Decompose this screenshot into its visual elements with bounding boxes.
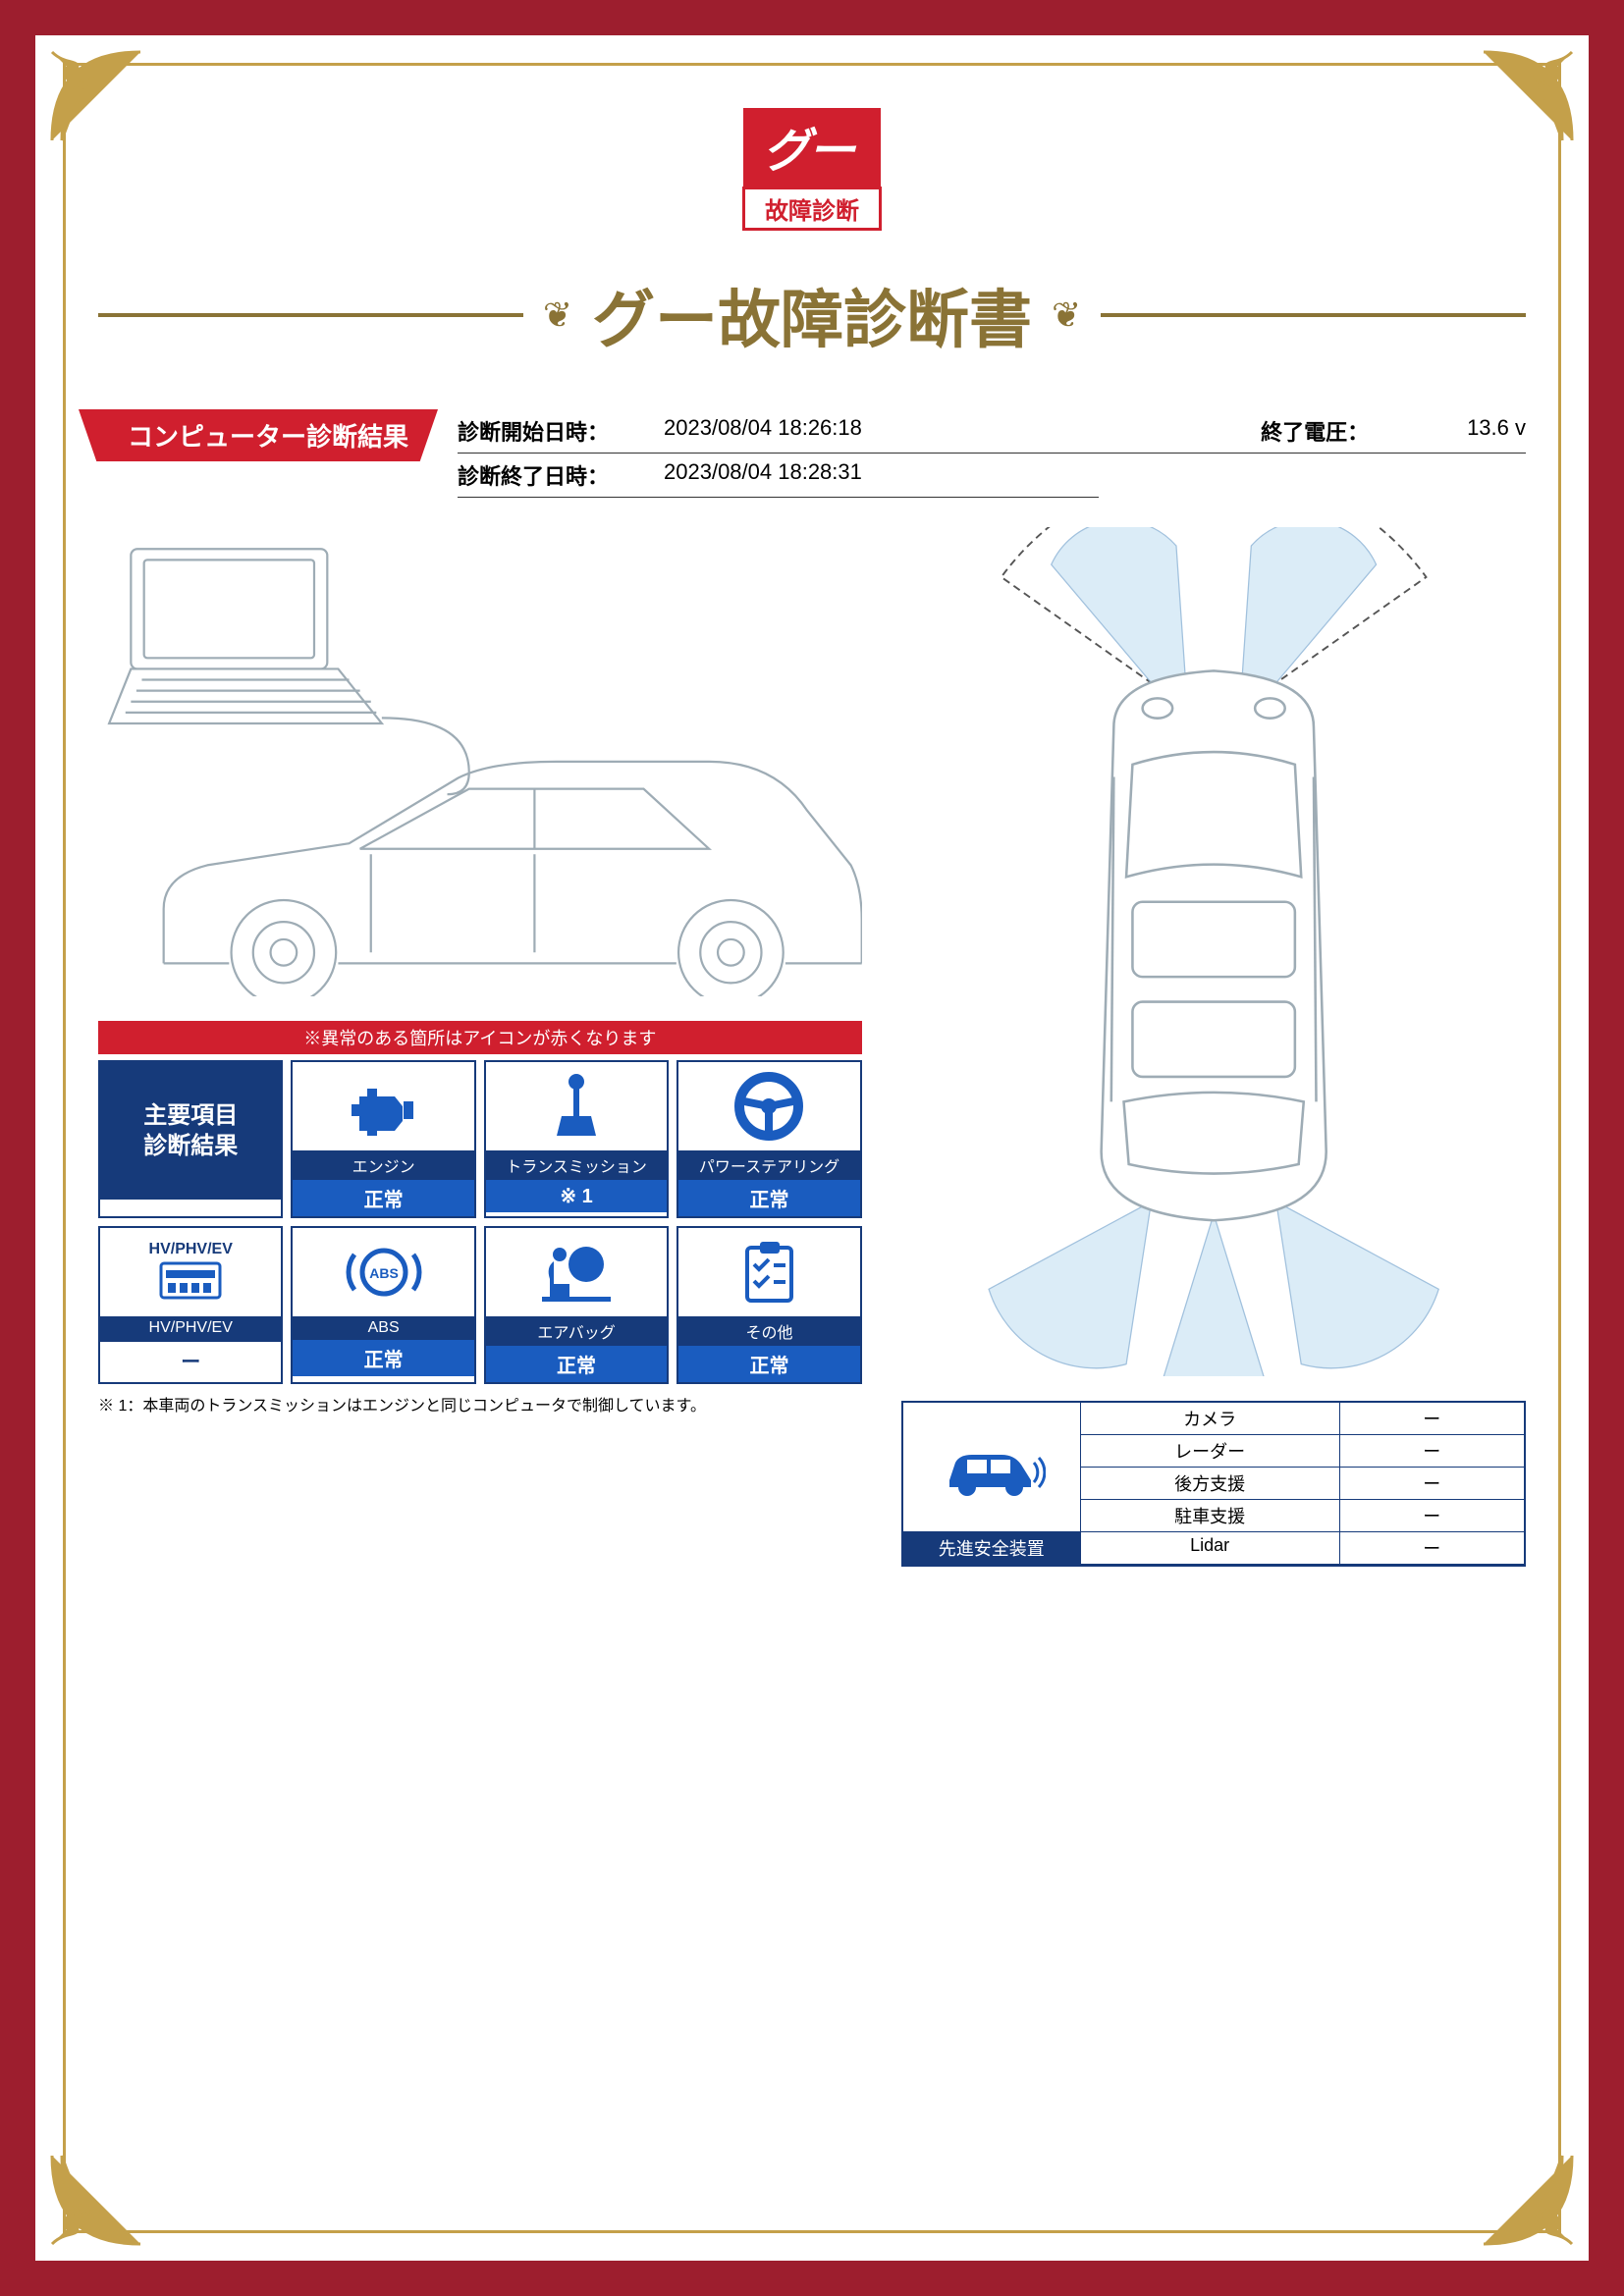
- car-side-icon: [164, 762, 862, 996]
- meta-line-1: 診断開始日時： 2023/08/04 18:26:18 終了電圧： 13.6 v: [458, 409, 1526, 454]
- end-datetime-label: 診断終了日時：: [458, 459, 615, 491]
- transmission-icon: [486, 1062, 667, 1150]
- flourish-left-icon: ❦: [543, 294, 572, 336]
- result-status: 正常: [486, 1346, 667, 1382]
- car-top-icon: [1101, 670, 1326, 1220]
- result-label: トランスミッション: [486, 1150, 667, 1180]
- results-header-line2: 診断結果: [143, 1131, 238, 1161]
- safety-row-name: カメラ: [1080, 1403, 1339, 1435]
- voltage-value: 13.6 v: [1467, 415, 1526, 447]
- title-rule-left: [98, 313, 523, 317]
- start-datetime-label: 診断開始日時：: [458, 415, 615, 447]
- section-tag: コンピューター診断結果: [79, 409, 438, 461]
- car-top-sensor-diagram: [901, 527, 1526, 1376]
- safety-rows: カメラ ー レーダー ー 後方支援 ー 駐車支援 ー Lidar ー: [1080, 1403, 1524, 1565]
- result-status: 正常: [678, 1180, 859, 1216]
- safety-row-name: レーダー: [1080, 1435, 1339, 1468]
- result-label: HV/PHV/EV: [100, 1316, 281, 1340]
- end-datetime-value: 2023/08/04 18:28:31: [664, 459, 862, 491]
- result-card-hv: HV/PHV/EV HV/PHV/EV ー: [98, 1226, 283, 1384]
- result-card-abs: ABS ABS 正常: [291, 1226, 475, 1384]
- svg-text:ABS: ABS: [369, 1265, 399, 1281]
- result-label: その他: [678, 1316, 859, 1346]
- hv-icon: HV/PHV/EV: [100, 1228, 281, 1316]
- result-label: エンジン: [293, 1150, 473, 1180]
- diagram-left: ※異常のある箇所はアイコンが赤くなります 主要項目 診断結果 エンジン: [98, 527, 862, 1567]
- steering-wheel-icon: [678, 1062, 859, 1150]
- clipboard-icon: [678, 1228, 859, 1316]
- result-card-power-steering: パワーステアリング 正常: [677, 1060, 861, 1218]
- result-label: エアバッグ: [486, 1316, 667, 1346]
- logo-brand: グー: [743, 108, 881, 188]
- meta-block: 診断開始日時： 2023/08/04 18:26:18 終了電圧： 13.6 v…: [458, 409, 1526, 498]
- result-status: ※ 1: [486, 1180, 667, 1212]
- results-header-card: 主要項目 診断結果: [98, 1060, 283, 1218]
- safety-table: 先進安全装置 カメラ ー レーダー ー 後方支援 ー 駐車支援 ー Lidar …: [901, 1401, 1526, 1567]
- safety-row-value: ー: [1339, 1468, 1524, 1500]
- result-card-airbag: エアバッグ 正常: [484, 1226, 669, 1384]
- airbag-icon: [486, 1228, 667, 1316]
- safety-row-name: 後方支援: [1080, 1468, 1339, 1500]
- safety-left: 先進安全装置: [903, 1403, 1080, 1565]
- result-card-transmission: トランスミッション ※ 1: [484, 1060, 669, 1218]
- results-grid: 主要項目 診断結果 エンジン 正常: [98, 1060, 862, 1384]
- diagram-right: 先進安全装置 カメラ ー レーダー ー 後方支援 ー 駐車支援 ー Lidar …: [901, 527, 1526, 1567]
- safety-title: 先進安全装置: [903, 1531, 1080, 1565]
- result-card-other: その他 正常: [677, 1226, 861, 1384]
- result-status: 正常: [293, 1340, 473, 1376]
- page-content: グー 故障診断 ❦ グー故障診断書 ❦ コンピューター診断結果 診断開始日時： …: [98, 98, 1526, 2198]
- laptop-car-diagram: [98, 527, 862, 996]
- result-card-engine: エンジン 正常: [291, 1060, 475, 1218]
- logo-block: グー 故障診断: [98, 108, 1526, 231]
- main-title: グー故障診断書: [592, 270, 1032, 360]
- safety-row-name: Lidar: [1080, 1532, 1339, 1565]
- laptop-icon: [109, 549, 382, 723]
- meta-line-2: 診断終了日時： 2023/08/04 18:28:31: [458, 454, 1099, 498]
- result-label: パワーステアリング: [678, 1150, 859, 1180]
- diagram-row: ※異常のある箇所はアイコンが赤くなります 主要項目 診断結果 エンジン: [98, 527, 1526, 1567]
- safety-car-icon: [903, 1403, 1080, 1531]
- title-rule-right: [1101, 313, 1526, 317]
- safety-row-name: 駐車支援: [1080, 1500, 1339, 1532]
- hv-top-text: HV/PHV/EV: [149, 1241, 233, 1258]
- results-footnote: ※ 1：本車両のトランスミッションはエンジンと同じコンピュータで制御しています。: [98, 1392, 862, 1415]
- engine-icon: [293, 1062, 473, 1150]
- result-status: ー: [100, 1340, 281, 1378]
- results-header-line1: 主要項目: [143, 1100, 238, 1131]
- cable-icon: [382, 718, 469, 794]
- logo-subtitle: 故障診断: [742, 187, 882, 231]
- results-block: ※異常のある箇所はアイコンが赤くなります 主要項目 診断結果 エンジン: [98, 1021, 862, 1415]
- result-status: 正常: [293, 1180, 473, 1216]
- safety-row-value: ー: [1339, 1435, 1524, 1468]
- section-header-row: コンピューター診断結果 診断開始日時： 2023/08/04 18:26:18 …: [98, 409, 1526, 498]
- flourish-right-icon: ❦: [1052, 294, 1081, 336]
- safety-row-value: ー: [1339, 1403, 1524, 1435]
- title-row: ❦ グー故障診断書 ❦: [98, 270, 1526, 360]
- start-datetime-value: 2023/08/04 18:26:18: [664, 415, 862, 447]
- results-banner: ※異常のある箇所はアイコンが赤くなります: [98, 1021, 862, 1054]
- safety-row-value: ー: [1339, 1500, 1524, 1532]
- safety-row-value: ー: [1339, 1532, 1524, 1565]
- abs-icon: ABS: [293, 1228, 473, 1316]
- result-label: ABS: [293, 1316, 473, 1340]
- voltage-label: 終了電圧：: [1261, 415, 1418, 447]
- result-status: 正常: [678, 1346, 859, 1382]
